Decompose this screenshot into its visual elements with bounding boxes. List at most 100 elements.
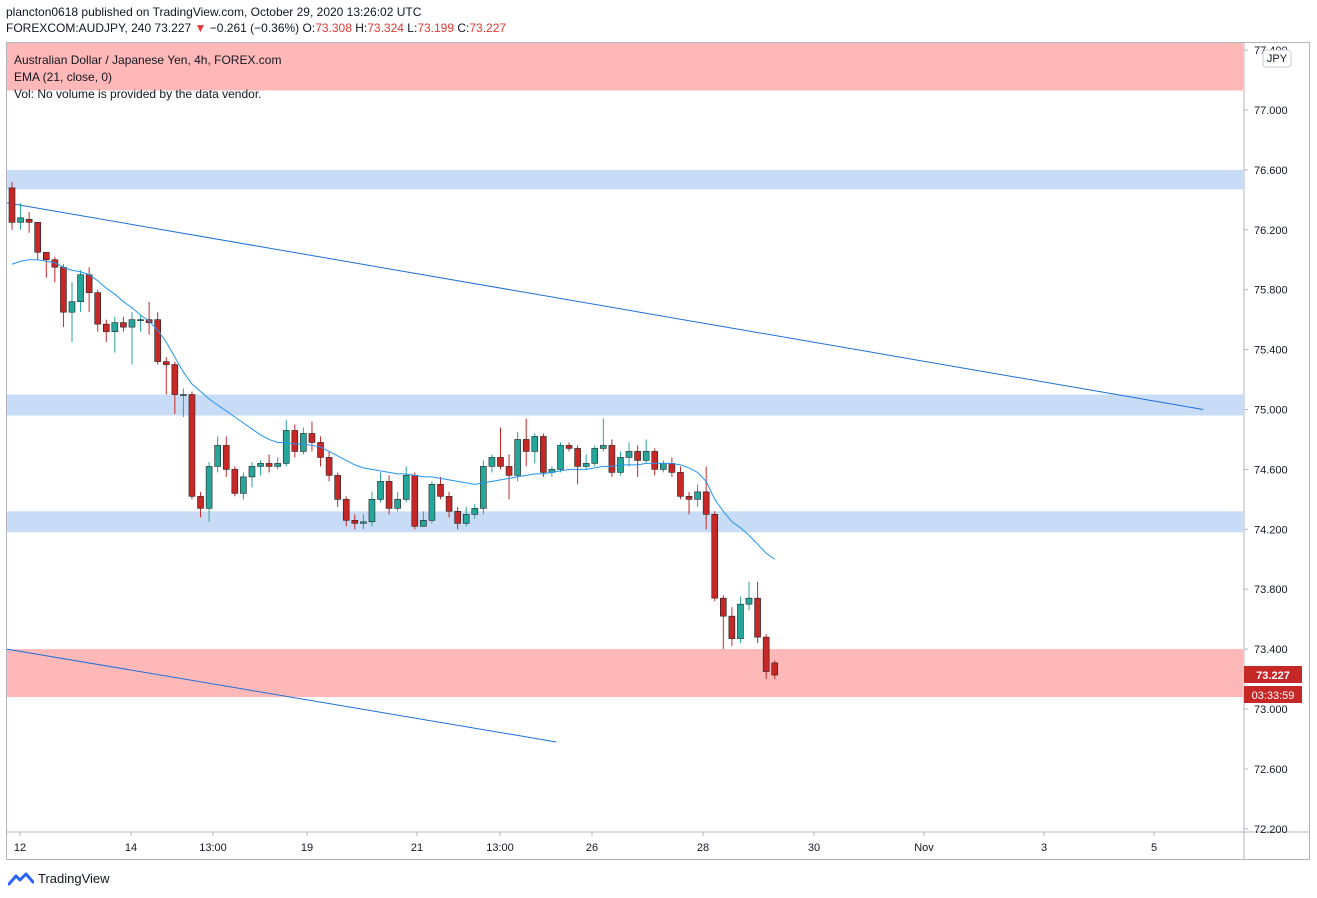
candle bbox=[248, 461, 256, 488]
candle bbox=[368, 491, 376, 527]
candle bbox=[291, 424, 299, 458]
currency-badge[interactable]: JPY bbox=[1262, 49, 1292, 68]
candle bbox=[711, 511, 719, 602]
candle bbox=[600, 418, 607, 452]
candle bbox=[420, 511, 427, 527]
candle bbox=[531, 433, 539, 464]
y-tick-label: 74.600 bbox=[1254, 464, 1288, 476]
trendline-0[interactable] bbox=[6, 202, 1204, 410]
tradingview-brand[interactable]: TradingView bbox=[8, 871, 110, 886]
y-tick-label: 77.000 bbox=[1254, 105, 1288, 117]
y-tick-label: 75.800 bbox=[1254, 285, 1288, 297]
candle bbox=[728, 607, 736, 647]
legend-title: Australian Dollar / Japanese Yen, 4h, FO… bbox=[14, 53, 281, 67]
candle bbox=[351, 514, 359, 530]
candle bbox=[197, 491, 204, 518]
candle bbox=[745, 581, 753, 611]
candle bbox=[308, 421, 316, 452]
candle bbox=[8, 181, 16, 230]
candle bbox=[180, 388, 187, 417]
candle bbox=[60, 264, 67, 328]
x-tick-label: 3 bbox=[1041, 842, 1047, 854]
countdown-tag: 03:33:59 bbox=[1244, 686, 1302, 703]
candle bbox=[402, 466, 410, 503]
candle bbox=[111, 316, 119, 353]
candle bbox=[94, 289, 101, 332]
candle bbox=[557, 442, 564, 473]
candle bbox=[274, 457, 281, 470]
candle bbox=[565, 442, 573, 452]
symbol-ohlc-line: FOREXCOM:AUDJPY, 240 73.227 ▼ −0.261 (−0… bbox=[6, 20, 506, 36]
candle bbox=[617, 451, 624, 476]
time-axis-ticks: 12 14 13:00 19 21 13:00 26 28 30 Nov 3 5 bbox=[14, 832, 1157, 854]
candle bbox=[411, 472, 419, 530]
y-tick-label: 75.400 bbox=[1254, 345, 1288, 357]
y-tick-label: 76.200 bbox=[1254, 225, 1288, 237]
axes-layer bbox=[6, 42, 1310, 860]
zones-layer bbox=[7, 43, 1243, 698]
x-tick-label: 5 bbox=[1151, 842, 1157, 854]
legend: Australian Dollar / Japanese Yen, 4h, FO… bbox=[14, 53, 281, 101]
candle bbox=[642, 439, 650, 464]
candle bbox=[428, 481, 436, 524]
ema-line bbox=[11, 259, 776, 560]
x-tick-label: 13:00 bbox=[486, 842, 514, 854]
y-tick-label: 76.600 bbox=[1254, 165, 1288, 177]
candle bbox=[240, 472, 247, 500]
candle bbox=[154, 312, 161, 365]
candle bbox=[385, 475, 393, 515]
x-tick-label: 28 bbox=[697, 842, 709, 854]
chart-header: plancton0618 published on TradingView.co… bbox=[6, 4, 506, 36]
x-tick-label: 19 bbox=[301, 842, 313, 854]
close-label: C: bbox=[457, 21, 470, 35]
candle bbox=[342, 496, 350, 527]
chart-frame[interactable] bbox=[6, 42, 1310, 860]
currency-badge-label: JPY bbox=[1267, 53, 1288, 65]
candle bbox=[137, 315, 144, 332]
candle bbox=[25, 211, 33, 233]
legend-ema: EMA (21, close, 0) bbox=[14, 70, 112, 84]
x-tick-label: 13:00 bbox=[199, 842, 227, 854]
x-tick-label: 26 bbox=[586, 842, 598, 854]
candle bbox=[471, 503, 479, 519]
candle bbox=[34, 222, 42, 260]
y-tick-label: 73.000 bbox=[1254, 704, 1288, 716]
candle bbox=[17, 202, 24, 230]
price-tag-label: 73.227 bbox=[1256, 670, 1290, 682]
candle bbox=[68, 282, 76, 343]
candle bbox=[737, 596, 744, 644]
x-tick-label: Nov bbox=[914, 842, 934, 854]
candle bbox=[582, 454, 590, 470]
trendline-1[interactable] bbox=[6, 648, 557, 743]
publish-info: plancton0618 published on TradingView.co… bbox=[6, 5, 422, 19]
price-axis-ticks: 77.40077.00076.60076.20075.80075.40075.0… bbox=[1244, 45, 1288, 836]
symbol-label: FOREXCOM:AUDJPY, 240 bbox=[6, 21, 152, 35]
low-label: L: bbox=[407, 21, 418, 35]
trendlines-layer bbox=[6, 202, 1204, 743]
last-price: 73.227 bbox=[154, 21, 192, 35]
candle bbox=[300, 427, 307, 455]
candle bbox=[214, 436, 221, 473]
candle bbox=[762, 634, 770, 680]
candle bbox=[77, 270, 84, 313]
candle bbox=[437, 476, 444, 500]
candle bbox=[42, 251, 50, 278]
candle bbox=[265, 454, 273, 473]
candle bbox=[231, 466, 239, 497]
candle bbox=[120, 316, 127, 332]
candle bbox=[445, 491, 453, 518]
price-tag: 73.227 bbox=[1244, 666, 1302, 683]
candle bbox=[702, 466, 710, 530]
zone-blue-3 bbox=[7, 511, 1243, 533]
candle bbox=[162, 357, 170, 395]
y-tick-label: 73.400 bbox=[1254, 644, 1288, 656]
countdown-label: 03:33:59 bbox=[1252, 690, 1295, 702]
candle bbox=[257, 460, 264, 476]
x-tick-label: 21 bbox=[411, 842, 423, 854]
candle bbox=[377, 472, 384, 503]
legend-vol: Vol: No volume is provided by the data v… bbox=[14, 87, 261, 101]
candle bbox=[454, 506, 461, 530]
y-tick-label: 72.200 bbox=[1254, 824, 1288, 836]
candle bbox=[634, 445, 641, 477]
